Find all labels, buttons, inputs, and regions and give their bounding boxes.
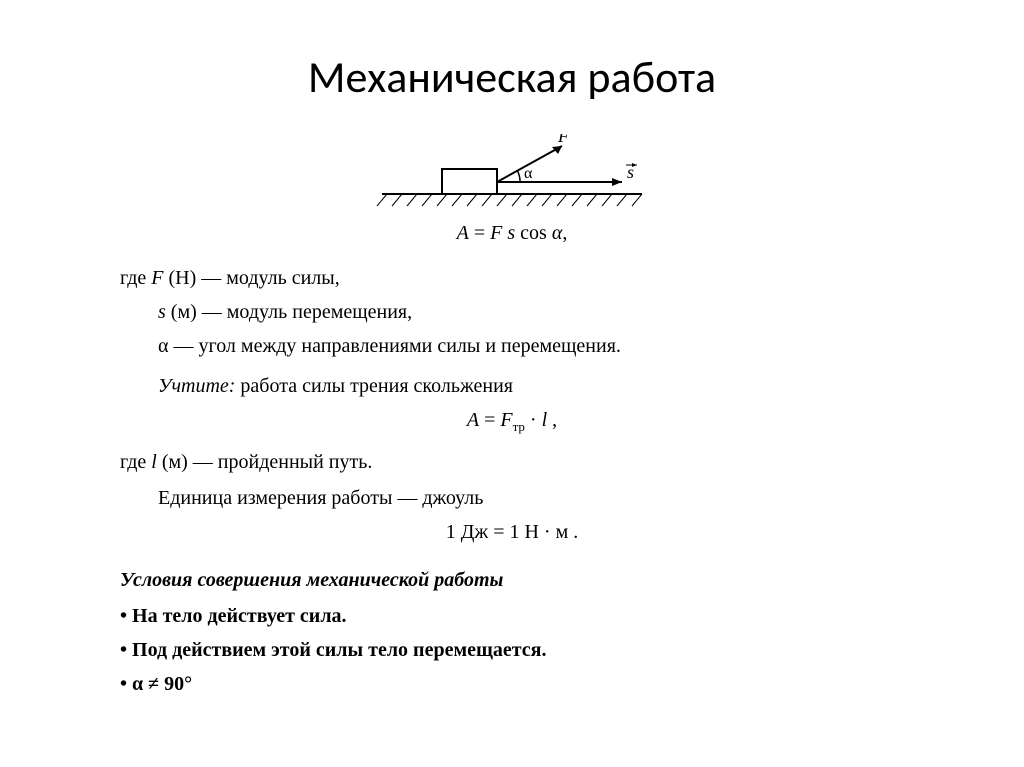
condition-3: α ≠ 90° [120, 669, 904, 699]
page-title: Механическая работа [120, 50, 904, 104]
label-alpha: α [524, 165, 533, 182]
unit-formula: 1 Дж = 1 Н · м . [120, 517, 904, 547]
def-l: где l (м) — пройденный путь. [120, 447, 904, 477]
note-friction: Учтите: работа силы трения скольжения [120, 371, 904, 401]
def-s: s (м) — модуль перемещения, [120, 297, 904, 327]
unit-text: Единица измерения работы — джоуль [120, 483, 904, 513]
def-F: где F (Н) — модуль силы, [120, 263, 904, 293]
conditions-title: Условия совершения механической работы [120, 565, 904, 595]
formula-work: A = F s cos α, [120, 222, 904, 245]
def-alpha: α — угол между направлениями силы и пере… [120, 331, 904, 361]
force-diagram: F s α [120, 134, 904, 214]
label-F: F [557, 134, 570, 146]
condition-1: На тело действует сила. [120, 601, 904, 631]
formula-friction: A = Fтр · l , [120, 405, 904, 437]
condition-2: Под действием этой силы тело перемещаетс… [120, 635, 904, 665]
content-body: где F (Н) — модуль силы, s (м) — модуль … [120, 263, 904, 699]
formula-A: A [457, 222, 469, 244]
